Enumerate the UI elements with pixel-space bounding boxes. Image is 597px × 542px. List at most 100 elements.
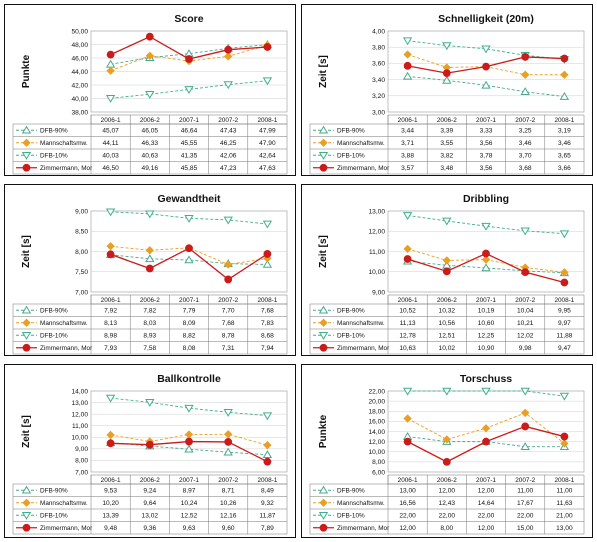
legend-label: Zimmermann, Mor [40,525,93,532]
table-cell: 3,68 [519,165,532,172]
data-point [106,50,115,59]
legend-key-marker [21,305,32,314]
chart-svg: Gewandtheit Zeit [s] 7,00 7,50 8,00 8,50 9,00 2… [12,193,288,355]
y-tick-label: 3,20 [372,93,385,100]
legend-label: DFB-90% [337,488,365,495]
table-cell: 45,85 [181,165,198,172]
data-point [442,435,451,444]
legend-label: DFB-10% [337,333,365,340]
data-point [481,255,491,264]
table-cell: 10,24 [181,500,198,507]
y-tick-label: 10,00 [368,449,385,456]
category-label: 2006-1 [398,477,418,484]
data-point [263,457,272,466]
table-cell: 10,02 [439,345,456,352]
category-label: 2006-1 [101,477,121,484]
category-label: 2006-1 [101,297,121,304]
y-tick-label: 42,00 [71,82,88,89]
category-label: 2007-1 [179,477,199,484]
data-point [223,216,233,225]
chart-svg: Dribbling Zeit [s] 9,00 10,00 11,00 12,00 13,0… [309,193,585,355]
data-point [402,212,413,221]
y-tick-label: 3,00 [372,109,385,116]
y-tick-label: 9,00 [75,208,88,215]
table-cell: 12,00 [478,525,495,532]
data-point [223,447,233,456]
category-label: 2008-1 [554,117,574,124]
series-line [407,40,565,60]
table-cell: 7,82 [143,308,156,315]
table-cell: 22,00 [517,513,534,520]
data-point [106,439,115,448]
data-point [263,440,272,450]
table-cell: 9,24 [143,488,156,495]
y-tick-label: 3,80 [372,45,385,52]
table-cell: 8,08 [183,345,196,352]
category-label: 2008-1 [257,117,277,124]
chart-panel-torschuss: Torschuss Punkte 6,00 8,00 10,00 12,00 14,00 16… [301,364,593,538]
data-point [560,432,569,441]
table-cell: 47,63 [259,165,276,172]
data-point [145,51,154,60]
table-cell: 14,64 [478,500,495,507]
table-cell: 9,98 [519,345,532,352]
data-point [402,387,413,396]
table-cell: 10,19 [478,308,495,315]
data-point [105,394,116,403]
table-cell: 7,93 [104,345,117,352]
table-cell: 9,95 [558,308,571,315]
category-label: 2007-2 [515,117,535,124]
chart-svg: Torschuss Punkte 6,00 8,00 10,00 12,00 14,00 16… [309,373,585,535]
legend-key-marker [319,343,328,352]
category-label: 2006-2 [140,117,160,124]
series-line [407,436,565,448]
legend-key-marker [319,318,328,327]
legend-label: DFB-90% [40,308,68,315]
data-point [442,75,452,84]
table-cell: 22,00 [439,513,456,520]
legend-key-marker [318,305,329,314]
table-cell: 9,97 [558,320,571,327]
chart-title: Schnelligkeit (20m) [438,13,534,25]
category-label: 2008-1 [554,477,574,484]
data-point [521,268,530,277]
data-point [521,53,530,61]
data-point [520,227,530,236]
table-cell: 10,04 [517,308,534,315]
data-point [560,439,569,448]
legend-key-marker [319,163,328,172]
data-point [559,392,570,401]
table-cell: 8,71 [222,488,235,495]
y-tick-label: 3,40 [372,77,385,84]
y-tick-label: 38,00 [71,109,88,116]
table-cell: 7,58 [143,345,156,352]
data-point [184,444,194,453]
data-point [520,387,530,396]
table-cell: 3,55 [440,140,453,147]
y-axis-label: Punkte [21,54,32,88]
data-point [559,92,570,100]
y-tick-label: 44,00 [71,69,88,76]
data-point [262,77,273,86]
series-line [110,211,268,225]
y-tick-label: 9,00 [372,289,385,296]
table-cell: 10,56 [439,320,456,327]
legend-key-marker [22,343,31,352]
y-tick-label: 18,00 [368,409,385,416]
data-point [184,86,194,94]
data-point [403,61,412,70]
data-point [482,62,490,71]
y-tick-label: 8,00 [75,249,88,256]
category-label: 2008-1 [257,297,277,304]
series-line [110,80,268,99]
table-cell: 9,64 [143,500,156,507]
y-tick-label: 13,00 [71,400,88,407]
table-cell: 10,32 [439,308,456,315]
table-cell: 9,32 [261,500,274,507]
data-point [106,250,115,259]
y-axis-label: Zeit [s] [318,235,329,268]
table-cell: 12,00 [478,488,495,495]
table-cell: 9,47 [558,345,571,352]
table-cell: 10,20 [102,500,119,507]
category-label: 2007-1 [476,117,496,124]
